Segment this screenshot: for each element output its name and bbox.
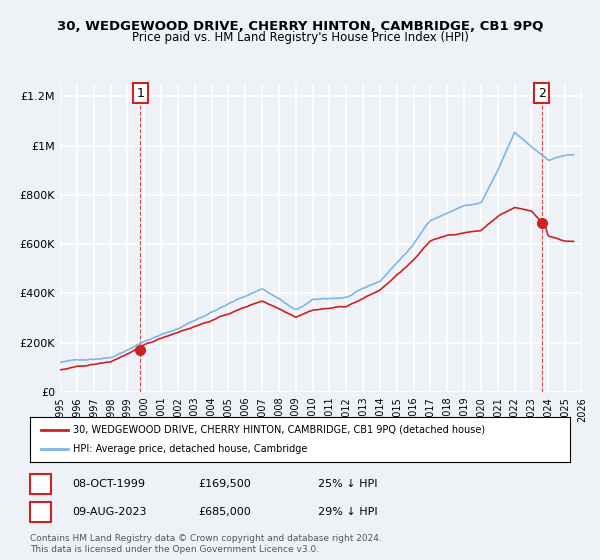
Text: 25% ↓ HPI: 25% ↓ HPI [318, 479, 377, 489]
Text: 30, WEDGEWOOD DRIVE, CHERRY HINTON, CAMBRIDGE, CB1 9PQ (detached house): 30, WEDGEWOOD DRIVE, CHERRY HINTON, CAMB… [73, 424, 485, 435]
Text: £685,000: £685,000 [198, 507, 251, 517]
Text: 1: 1 [37, 479, 44, 489]
Text: Price paid vs. HM Land Registry's House Price Index (HPI): Price paid vs. HM Land Registry's House … [131, 31, 469, 44]
Text: 08-OCT-1999: 08-OCT-1999 [72, 479, 145, 489]
Text: This data is licensed under the Open Government Licence v3.0.: This data is licensed under the Open Gov… [30, 545, 319, 554]
Text: 29% ↓ HPI: 29% ↓ HPI [318, 507, 377, 517]
FancyBboxPatch shape [30, 474, 51, 494]
Text: 1: 1 [136, 87, 144, 100]
Text: 09-AUG-2023: 09-AUG-2023 [72, 507, 146, 517]
Text: HPI: Average price, detached house, Cambridge: HPI: Average price, detached house, Camb… [73, 445, 308, 455]
Text: 2: 2 [37, 507, 44, 517]
Text: Contains HM Land Registry data © Crown copyright and database right 2024.: Contains HM Land Registry data © Crown c… [30, 534, 382, 543]
Text: 2: 2 [538, 87, 545, 100]
FancyBboxPatch shape [30, 502, 51, 522]
Text: 30, WEDGEWOOD DRIVE, CHERRY HINTON, CAMBRIDGE, CB1 9PQ: 30, WEDGEWOOD DRIVE, CHERRY HINTON, CAMB… [57, 20, 543, 32]
Text: £169,500: £169,500 [198, 479, 251, 489]
